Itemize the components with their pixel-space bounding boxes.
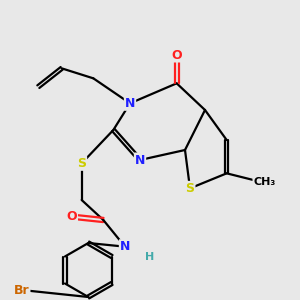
Text: CH₃: CH₃ [254, 177, 276, 187]
Text: S: S [185, 182, 194, 195]
Text: O: O [171, 49, 182, 62]
Text: N: N [120, 240, 130, 253]
Text: N: N [125, 97, 135, 110]
Text: H: H [146, 252, 154, 262]
Text: S: S [77, 157, 86, 170]
Text: N: N [135, 154, 145, 166]
Text: O: O [66, 210, 77, 223]
Text: Br: Br [14, 284, 29, 296]
